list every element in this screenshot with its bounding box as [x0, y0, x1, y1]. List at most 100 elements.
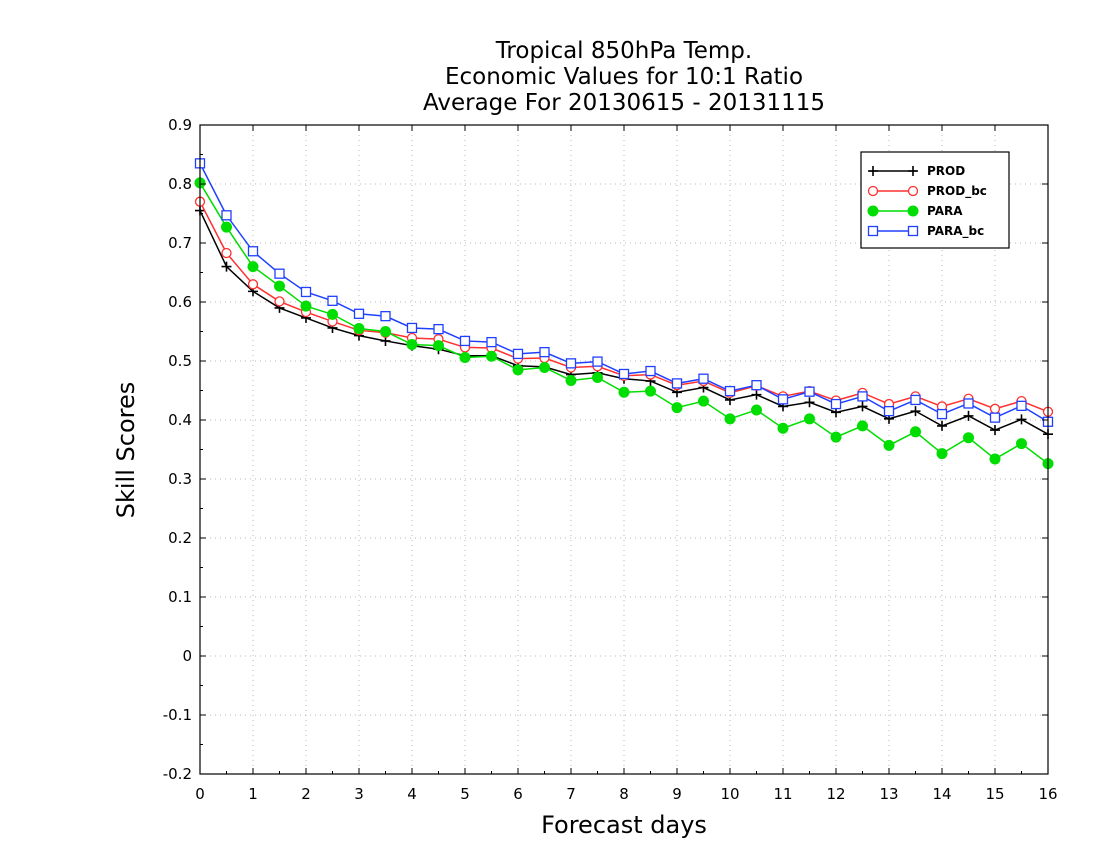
- legend-label: PARA_bc: [927, 224, 984, 239]
- y-tick-label: 0.5: [168, 352, 192, 370]
- data-point: [963, 398, 974, 409]
- data-point: [830, 431, 842, 443]
- data-point: [274, 268, 285, 279]
- data-point: [565, 374, 577, 386]
- legend-marker-start: [868, 166, 878, 176]
- y-axis-title: Skill Scores: [112, 382, 140, 519]
- data-point: [936, 408, 948, 420]
- x-tick-label: 10: [720, 785, 739, 803]
- series-layer: [194, 158, 1054, 470]
- legend-entry: PROD: [868, 164, 965, 178]
- data-point: [724, 385, 736, 397]
- x-tick-label: 11: [773, 785, 792, 803]
- y-tick-label: 0.2: [168, 529, 192, 547]
- data-point: [221, 247, 232, 259]
- data-point: [274, 296, 285, 307]
- y-tick-label: 0.3: [168, 470, 192, 488]
- data-point: [989, 453, 1001, 465]
- y-tick-label: 0.8: [168, 175, 192, 193]
- x-tick-label: 16: [1038, 785, 1057, 803]
- y-tick-label: 0.9: [168, 116, 192, 134]
- data-point: [1016, 414, 1027, 425]
- legend: PROD PROD_bc PARA PARA_bc: [860, 151, 1010, 249]
- data-point: [512, 348, 524, 360]
- data-point: [1016, 438, 1027, 450]
- data-point: [380, 311, 391, 322]
- data-point: [221, 261, 232, 272]
- data-point: [857, 391, 868, 402]
- data-point: [406, 338, 418, 350]
- x-tick-label: 0: [195, 785, 205, 803]
- legend-marker-start: [867, 225, 879, 237]
- data-point: [327, 295, 338, 306]
- data-point: [539, 346, 550, 358]
- data-point: [804, 386, 815, 397]
- data-point: [989, 403, 1001, 414]
- data-point: [883, 439, 895, 451]
- data-point: [804, 413, 815, 425]
- data-point: [512, 364, 524, 376]
- chart-title-line-1: Tropical 850hPa Temp.: [495, 38, 752, 64]
- legend-marker-end: [908, 166, 918, 176]
- y-tick-label: 0.1: [168, 588, 192, 606]
- data-point: [910, 394, 921, 406]
- data-point: [618, 368, 630, 380]
- data-point: [459, 351, 471, 363]
- x-tick-label: 4: [407, 785, 417, 803]
- grid-lines: [200, 125, 1048, 774]
- data-point: [698, 395, 709, 407]
- data-point: [300, 286, 312, 298]
- data-point: [380, 326, 391, 337]
- data-point: [671, 378, 683, 389]
- data-point: [1016, 400, 1027, 411]
- data-point: [592, 372, 603, 384]
- data-point: [645, 385, 656, 397]
- data-point: [937, 420, 947, 431]
- legend-entry: PARA: [867, 204, 963, 218]
- data-point: [963, 410, 974, 421]
- y-tick-label: -0.2: [163, 765, 192, 783]
- data-point: [989, 412, 1001, 423]
- legend-marker-end: [907, 225, 919, 237]
- data-point: [353, 323, 365, 335]
- x-axis-title: Forecast days: [541, 811, 707, 839]
- legend-marker-end: [907, 185, 919, 197]
- data-point: [936, 448, 948, 460]
- data-point: [857, 401, 868, 412]
- data-point: [830, 398, 842, 410]
- x-tick-label: 15: [985, 785, 1004, 803]
- data-point: [777, 394, 789, 405]
- legend-label: PROD: [927, 164, 965, 178]
- data-point: [459, 335, 471, 347]
- x-tick-label: 8: [619, 785, 629, 803]
- data-point: [883, 405, 895, 417]
- x-tick-label: 2: [301, 785, 311, 803]
- x-tick-label: 9: [672, 785, 682, 803]
- data-point: [247, 246, 259, 257]
- data-point: [645, 365, 656, 377]
- data-point: [751, 404, 762, 416]
- legend-marker-start: [867, 185, 879, 197]
- legend-box: [860, 151, 1010, 249]
- x-tick-label: 12: [826, 785, 845, 803]
- data-point: [486, 336, 497, 348]
- data-point: [910, 406, 921, 417]
- series-para-bc: [194, 158, 1054, 427]
- data-point: [990, 425, 1000, 436]
- legend-entry: PROD_bc: [867, 184, 987, 199]
- data-point: [406, 322, 418, 334]
- legend-label: PARA: [927, 204, 963, 218]
- y-tick-label: 0: [182, 647, 192, 665]
- data-point: [777, 422, 789, 434]
- x-tick-label: 7: [566, 785, 576, 803]
- data-point: [565, 358, 577, 369]
- data-point: [963, 432, 974, 444]
- data-point: [804, 397, 815, 408]
- x-tick-label: 3: [354, 785, 364, 803]
- data-point: [618, 386, 630, 398]
- series-para: [194, 177, 1054, 470]
- data-point: [274, 280, 285, 292]
- data-point: [221, 210, 232, 221]
- y-tick-label: 0.7: [168, 234, 192, 252]
